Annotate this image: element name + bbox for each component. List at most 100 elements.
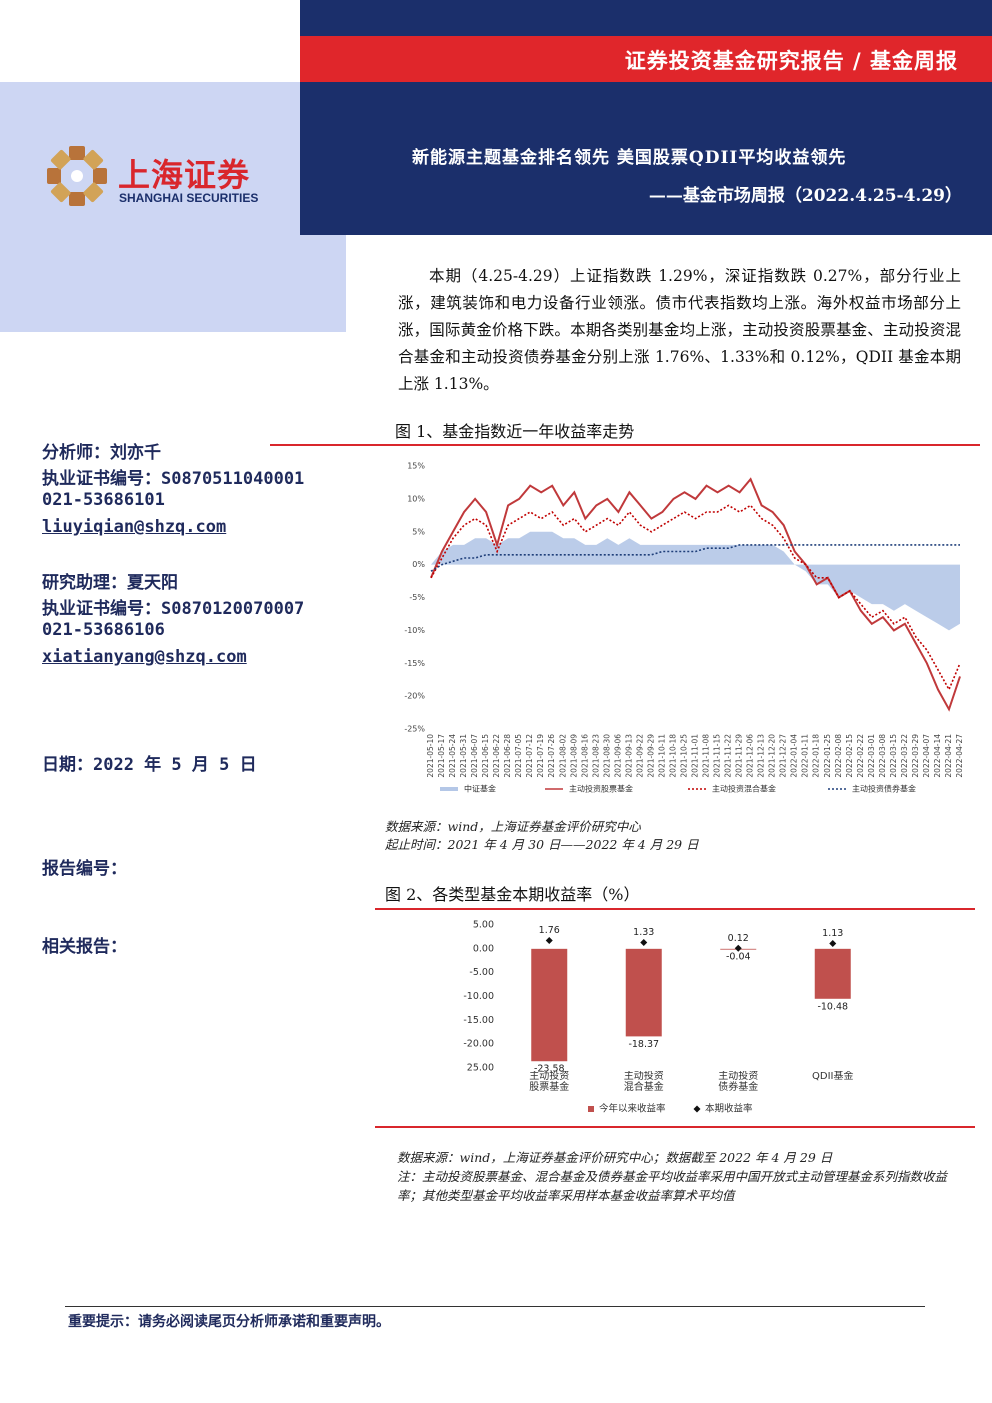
marker	[545, 936, 553, 944]
x-tick-label: 2021-11-22	[724, 734, 733, 778]
y-tick-label: -10%	[404, 626, 425, 635]
legend-swatch	[588, 1106, 594, 1112]
line	[430, 544, 960, 572]
x-tick-label: 2022-04-14	[933, 734, 942, 778]
legend-label: 今年以来收益率	[599, 1103, 666, 1115]
source-note: 注：主动投资股票基金、混合基金及债券基金平均收益率采用中国开放式主动管理基金系列…	[397, 1169, 948, 1203]
divider	[375, 908, 975, 910]
x-tick-label: 2022-03-08	[878, 734, 887, 778]
source-note: 起止时间：2021 年 4 月 30 日——2022 年 4 月 29 日	[385, 837, 699, 852]
data-label: -23.58	[534, 1064, 565, 1075]
x-tick-label: 2021-11-29	[735, 734, 744, 778]
x-tick-label: 2021-11-08	[702, 734, 711, 778]
logo-center	[71, 170, 83, 182]
figure-title: 图 2、各类型基金本期收益率（%）	[385, 885, 640, 904]
x-tick-label: 2021-07-19	[536, 734, 545, 778]
y-tick-label: 5.00	[473, 920, 494, 931]
x-tick-label: 2021-09-22	[635, 734, 644, 778]
source-note: 数据来源：wind，上海证券基金评价研究中心；数据截至 2022 年 4 月 2…	[397, 1150, 833, 1165]
y-tick-label: -15%	[404, 659, 425, 668]
x-tick-label: 2021-06-22	[492, 734, 501, 778]
x-tick-label: 2021-08-30	[602, 734, 611, 778]
x-tick-label: 2022-01-04	[790, 734, 799, 778]
report-date: 日期：2022 年 5 月 5 日	[42, 755, 257, 775]
x-tick-label: 2021-07-26	[547, 734, 556, 778]
x-tick-label: 2021-11-01	[691, 734, 700, 778]
divider	[270, 444, 980, 446]
x-tick-label: 2021-06-15	[481, 734, 490, 778]
y-tick-label: -10.00	[463, 991, 494, 1002]
summary: 本期（4.25-4.29）上证指数跌 1.29%，深证指数跌 0.27%，部分行…	[398, 267, 961, 393]
x-tick-label: 2021-11-15	[713, 734, 722, 778]
x-tick-label: 2022-01-18	[812, 734, 821, 778]
analyst-phone: 021-53686101	[42, 490, 165, 510]
x-tick-label: 2021-10-11	[657, 734, 666, 778]
data-label: 0.12	[728, 933, 749, 944]
analyst-role: 研究助理：夏天阳	[42, 573, 178, 593]
x-tick-label: 2022-03-29	[911, 734, 920, 778]
x-tick-label-box: 主动投资混合基金	[623, 1071, 664, 1093]
source-note: 数据来源：wind，上海证券基金评价研究中心	[385, 819, 641, 834]
data-label: -10.48	[817, 1001, 848, 1012]
footer-note: 重要提示：请务必阅读尾页分析师承诺和重要声明。	[68, 1314, 390, 1330]
x-tick-label: 2021-05-10	[426, 734, 435, 778]
bar	[814, 948, 851, 999]
x-tick-label: 主动投资混合基金	[623, 1071, 664, 1093]
x-tick-label: 2021-12-06	[746, 734, 755, 778]
marker	[734, 944, 742, 952]
legend-swatch	[440, 787, 458, 791]
legend-label: 主动投资混合基金	[712, 784, 776, 794]
data-label: -0.04	[726, 952, 751, 963]
analyst-role: 分析师：刘亦千	[42, 443, 161, 463]
area	[431, 531, 960, 631]
x-tick-label: 主动投资债券基金	[718, 1071, 759, 1093]
y-tick-label: -20%	[404, 692, 425, 701]
x-tick-label: 2021-08-09	[569, 734, 578, 778]
x-tick-label-box: 主动投资股票基金	[529, 1071, 570, 1093]
header-navy	[300, 82, 992, 235]
x-tick-label: 2021-12-13	[757, 734, 766, 778]
header-red-bar	[300, 36, 992, 82]
headline: 新能源主题基金排名领先 美国股票QDII平均收益领先	[412, 148, 847, 168]
subheadline: ——基金市场周报（2022.4.25-4.29）	[648, 186, 962, 206]
data-label: 1.76	[539, 925, 560, 936]
line	[430, 477, 961, 712]
x-tick-label: 2021-08-23	[591, 734, 600, 778]
x-tick-label: 2022-02-15	[845, 734, 854, 778]
x-tick-label: 2021-12-20	[768, 734, 777, 778]
header-top-title: 证券投资基金研究报告 / 基金周报	[624, 48, 958, 73]
x-tick-label: 2021-09-06	[613, 734, 622, 778]
line	[430, 504, 961, 692]
logo-petal	[69, 146, 85, 160]
x-tick-label: 2021-09-13	[624, 734, 633, 778]
x-tick-label: 2021-09-29	[646, 734, 655, 778]
analyst-email[interactable]: liuyiqian@shzq.com	[42, 517, 227, 537]
data-label: 1.33	[633, 927, 654, 938]
x-tick-label: 2022-04-07	[922, 734, 931, 778]
logo-petal	[50, 182, 71, 203]
x-tick-label: 2022-04-21	[944, 734, 953, 778]
x-tick-label: 2022-03-22	[900, 734, 909, 778]
logo-petal	[83, 182, 104, 203]
y-tick-label: -20.00	[463, 1039, 494, 1050]
analyst-email[interactable]: xiatianyang@shzq.com	[42, 647, 247, 667]
x-tick-label: 2021-08-02	[558, 734, 567, 778]
x-tick-label-box: QDII基金	[812, 1071, 853, 1082]
logo-name-en: SHANGHAI SECURITIES	[119, 191, 259, 205]
y-tick-label: -15.00	[463, 1015, 494, 1026]
legend-label: 主动投资债券基金	[852, 784, 916, 794]
legend-label: 中证基金	[464, 784, 496, 794]
logo-petal	[50, 149, 71, 170]
x-tick-label: 2022-02-22	[856, 734, 865, 778]
y-tick-label: 0%	[412, 560, 425, 569]
logo-petal	[83, 149, 104, 170]
header-navy-top	[300, 0, 992, 36]
logo-petal	[69, 192, 85, 206]
x-tick-label: 主动投资股票基金	[529, 1071, 570, 1093]
footer-rule	[65, 1306, 925, 1307]
x-tick-label: 2021-05-24	[448, 734, 457, 778]
x-tick-label: 2021-10-25	[679, 734, 688, 778]
report-number: 报告编号：	[42, 859, 127, 879]
analyst-cert: 执业证书编号：S0870511040001	[42, 469, 305, 489]
